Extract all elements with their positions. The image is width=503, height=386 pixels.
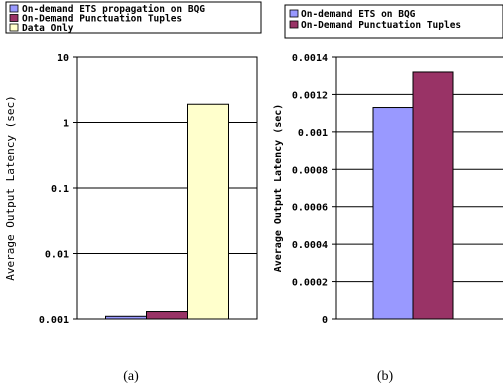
y-ticks-b: 0 0.0002 0.0004 0.0006 0.0008 0.001 0.0012 0.00… (292, 53, 336, 326)
bar-b-1 (372, 107, 414, 320)
y-tick-label-b: 0.0004 (292, 240, 328, 251)
legend-a-swatch (9, 4, 19, 13)
y-tick-label-a: 0.01 (45, 250, 69, 261)
legend-b-label: On-demand ETS on BQG (301, 9, 416, 20)
y-tick-label-a: 10 (57, 53, 69, 64)
legend-b-box (284, 4, 503, 39)
legend-a-swatch (9, 14, 19, 22)
y-tick-label-b: 0.0008 (292, 165, 328, 176)
y-axis-label-b: Average Output Latency (sec) (273, 104, 284, 273)
bar-b-2 (412, 71, 454, 320)
legend-b-swatch (289, 9, 299, 18)
y-tick-label-b: 0.0002 (292, 278, 328, 289)
bars-a (105, 103, 229, 320)
y-tick-label-a: 1 (63, 119, 69, 130)
bar-a-3 (187, 103, 229, 320)
y-ticks-a: 0.001 0.01 0.1 1 10 (39, 53, 77, 326)
legend-b-swatch (289, 20, 299, 29)
chart-a: On-demand ETS propagation on BQGOn-Deman… (4, 1, 262, 384)
bar-a-1 (105, 315, 147, 320)
y-tick-label-a: 0.001 (39, 315, 69, 326)
caption-a: (a) (123, 369, 139, 384)
y-tick-label-b: 0 (322, 315, 328, 326)
caption-b: (b) (377, 369, 394, 384)
y-axis-label-a: Average Output Latency (sec) (4, 95, 17, 280)
y-tick-label-b: 0.0012 (292, 90, 328, 101)
y-tick-label-b: 0.001 (298, 128, 328, 139)
bar-a-2 (146, 311, 188, 320)
legend-a-label: On-demand ETS propagation on BQG (22, 4, 205, 15)
legend-a-box (5, 1, 262, 34)
legend-b-label: On-Demand Punctuation Tuples (301, 20, 461, 31)
legend-a-label: On-Demand Punctuation Tuples (22, 14, 182, 25)
legend-a: On-demand ETS propagation on BQGOn-Deman… (9, 4, 205, 34)
y-tick-label-b: 0.0014 (292, 53, 328, 64)
y-tick-label-b: 0.0006 (292, 203, 328, 214)
bars-b (372, 71, 454, 320)
y-tick-label-a: 0.1 (51, 184, 69, 195)
legend-a-label: Data Only (22, 23, 74, 34)
legend-a-swatch (9, 23, 19, 32)
